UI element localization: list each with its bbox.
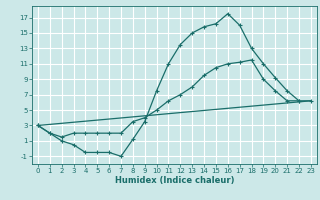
X-axis label: Humidex (Indice chaleur): Humidex (Indice chaleur) bbox=[115, 176, 234, 185]
